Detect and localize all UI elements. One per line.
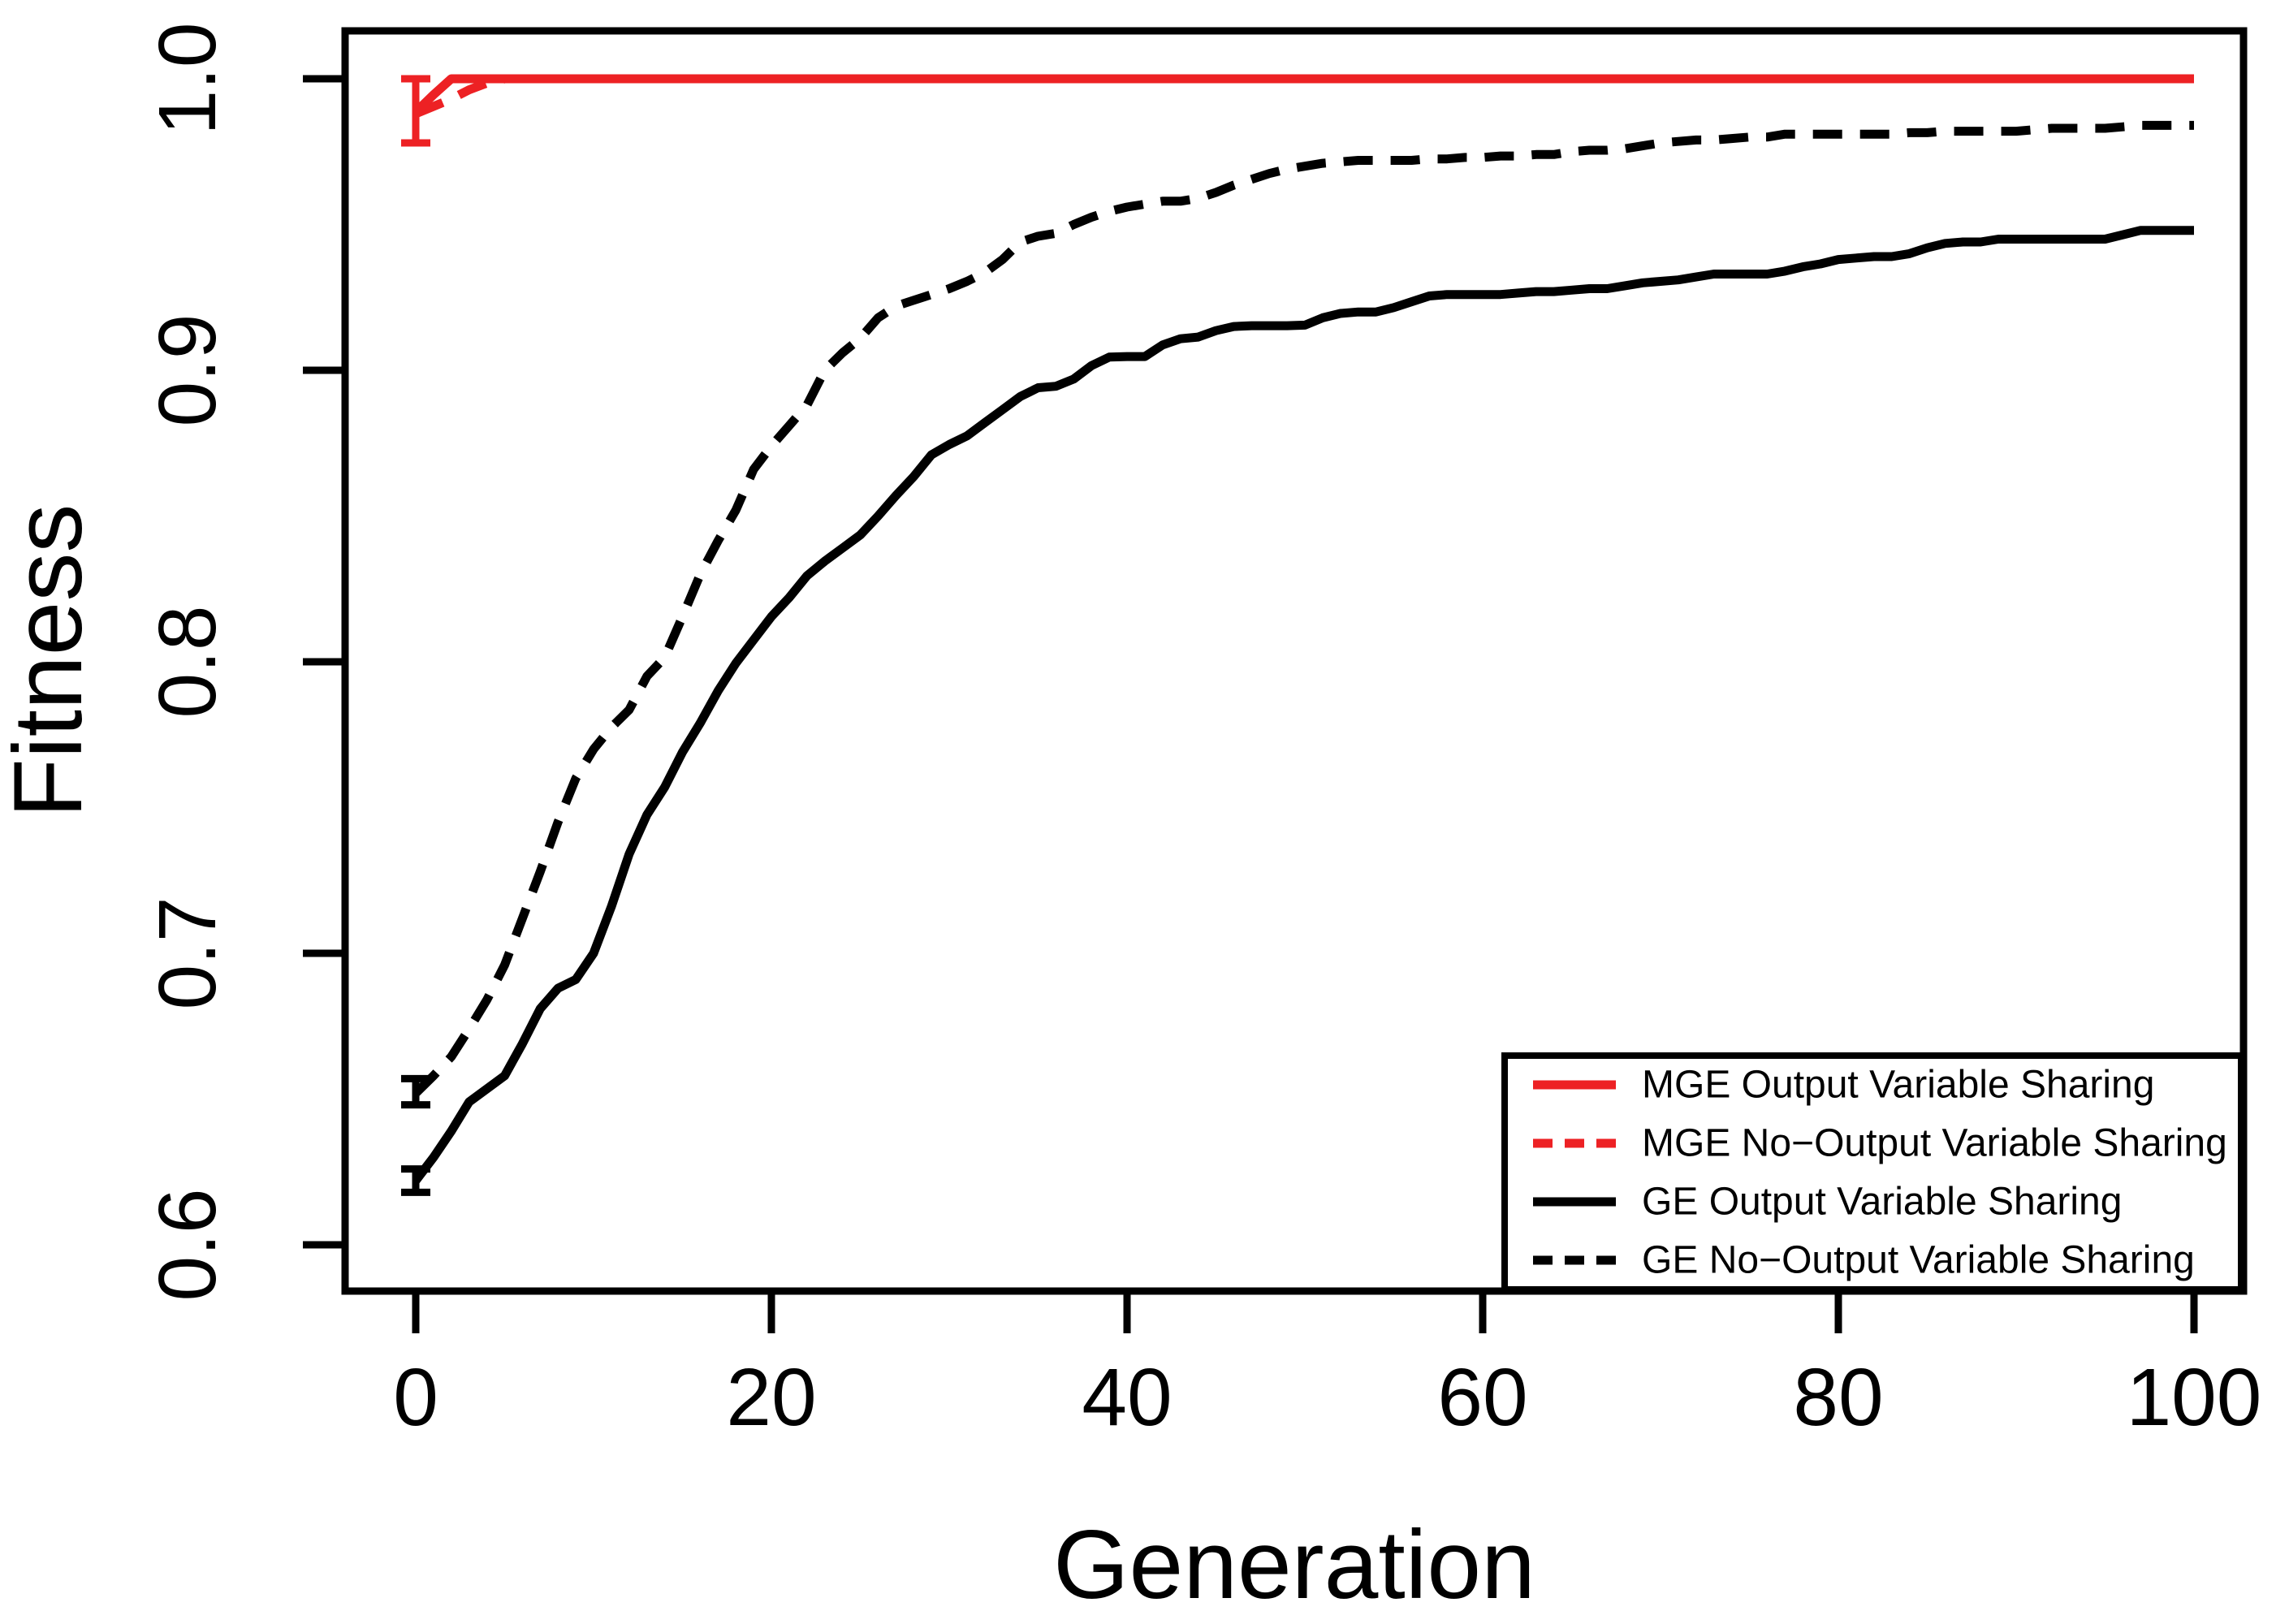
legend-entry-label: GE No−Output Variable Sharing [1642,1239,2195,1282]
legend-entry-label: MGE Output Variable Sharing [1642,1064,2154,1107]
x-tick-label: 20 [726,1352,816,1443]
series-line-2 [413,74,2194,119]
series-line-3 [412,226,2194,1184]
x-tick-label: 60 [1437,1352,1527,1443]
x-tick-label: 100 [2127,1352,2262,1443]
legend-box [1501,1052,2244,1293]
y-tick-label: 0.9 [142,313,233,426]
error-bar-series-1 [401,75,430,147]
x-tick-label: 0 [393,1352,438,1443]
x-axis-title: Generation [1053,1510,1535,1619]
error-bar-series-3 [401,1165,430,1196]
error-bar-series-4 [401,1074,430,1109]
series-line-4 [412,120,2194,1097]
y-axis-title: Fitness [0,504,102,818]
legend-entry-label: GE Output Variable Sharing [1642,1181,2122,1224]
x-tick-label: 80 [1793,1352,1883,1443]
x-tick-label: 40 [1082,1352,1172,1443]
y-tick-label: 1.0 [142,22,233,135]
y-tick-label: 0.7 [142,896,233,1009]
y-tick-label: 0.8 [142,605,233,718]
series-line-1 [412,74,2194,115]
y-tick-label: 0.6 [142,1188,233,1301]
legend-entry-label: MGE No−Output Variable Sharing [1642,1122,2227,1165]
